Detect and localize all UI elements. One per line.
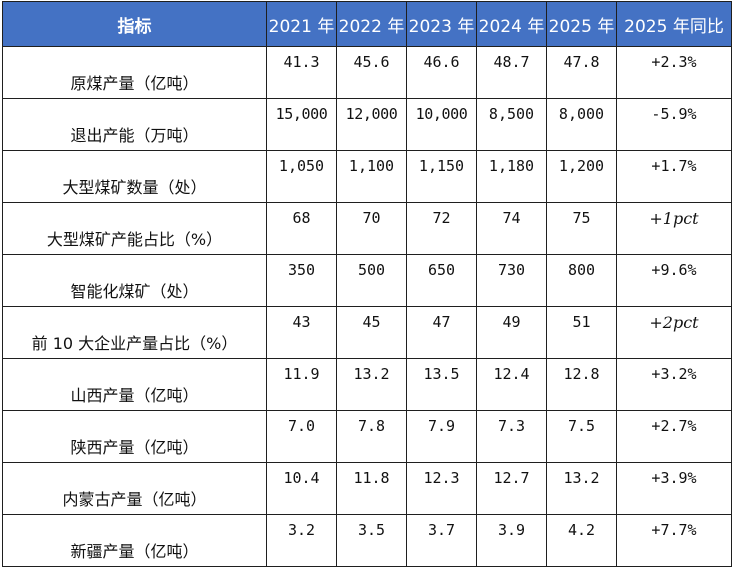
cell-2023: 12.3 <box>406 462 477 515</box>
cell-2024: 1,180 <box>476 150 547 203</box>
cell-yoy: -5.9% <box>616 98 732 151</box>
cell-yoy: +2.7% <box>616 410 732 463</box>
cell-2025: 8,000 <box>546 98 617 151</box>
cell-2021: 43 <box>266 306 337 359</box>
row-label: 大型煤矿数量（处） <box>2 150 267 203</box>
row-label: 内蒙古产量（亿吨） <box>2 462 267 515</box>
row-label: 陕西产量（亿吨） <box>2 410 267 463</box>
cell-2025: 75 <box>546 202 617 255</box>
cell-2025: 7.5 <box>546 410 617 463</box>
cell-2025: 1,200 <box>546 150 617 203</box>
cell-yoy: +2.3% <box>616 46 732 99</box>
table-row: 智能化煤矿（处） 350 500 650 730 800 +9.6% <box>2 254 732 307</box>
cell-2021: 1,050 <box>266 150 337 203</box>
row-label: 原煤产量（亿吨） <box>2 46 267 99</box>
header-2022: 2022 年 <box>336 1 407 47</box>
cell-2022: 7.8 <box>336 410 407 463</box>
row-label: 前 10 大企业产量占比（%） <box>2 306 267 359</box>
cell-2025: 800 <box>546 254 617 307</box>
row-label: 山西产量（亿吨） <box>2 358 267 411</box>
table-row: 原煤产量（亿吨） 41.3 45.6 46.6 48.7 47.8 +2.3% <box>2 46 732 99</box>
cell-2024: 730 <box>476 254 547 307</box>
cell-2022: 45 <box>336 306 407 359</box>
cell-2023: 3.7 <box>406 514 477 567</box>
cell-2021: 3.2 <box>266 514 337 567</box>
cell-2022: 12,000 <box>336 98 407 151</box>
cell-2023: 10,000 <box>406 98 477 151</box>
cell-2021: 68 <box>266 202 337 255</box>
cell-2023: 7.9 <box>406 410 477 463</box>
row-label: 智能化煤矿（处） <box>2 254 267 307</box>
table-row: 大型煤矿产能占比（%） 68 70 72 74 75 +1pct <box>2 202 732 255</box>
cell-2022: 45.6 <box>336 46 407 99</box>
row-label: 大型煤矿产能占比（%） <box>2 202 267 255</box>
table-row: 内蒙古产量（亿吨） 10.4 11.8 12.3 12.7 13.2 +3.9% <box>2 462 732 515</box>
table-row: 大型煤矿数量（处） 1,050 1,100 1,150 1,180 1,200 … <box>2 150 732 203</box>
cell-2022: 1,100 <box>336 150 407 203</box>
cell-2021: 15,000 <box>266 98 337 151</box>
cell-2024: 12.7 <box>476 462 547 515</box>
cell-yoy: +1pct <box>616 202 732 255</box>
cell-2023: 650 <box>406 254 477 307</box>
header-2025-yoy: 2025 年同比 <box>616 1 732 47</box>
table-row: 新疆产量（亿吨） 3.2 3.5 3.7 3.9 4.2 +7.7% <box>2 514 732 567</box>
table-row: 陕西产量（亿吨） 7.0 7.8 7.9 7.3 7.5 +2.7% <box>2 410 732 463</box>
header-row: 指标 2021 年 2022 年 2023 年 2024 年 2025 年 20… <box>2 1 732 47</box>
table-row: 山西产量（亿吨） 11.9 13.2 13.5 12.4 12.8 +3.2% <box>2 358 732 411</box>
cell-2021: 7.0 <box>266 410 337 463</box>
cell-2021: 350 <box>266 254 337 307</box>
header-2021: 2021 年 <box>266 1 337 47</box>
cell-2024: 8,500 <box>476 98 547 151</box>
cell-yoy: +3.2% <box>616 358 732 411</box>
cell-2022: 70 <box>336 202 407 255</box>
cell-2022: 11.8 <box>336 462 407 515</box>
cell-yoy: +9.6% <box>616 254 732 307</box>
cell-yoy: +2pct <box>616 306 732 359</box>
cell-2025: 13.2 <box>546 462 617 515</box>
header-2023: 2023 年 <box>406 1 477 47</box>
header-2025: 2025 年 <box>546 1 617 47</box>
cell-2024: 3.9 <box>476 514 547 567</box>
cell-yoy: +7.7% <box>616 514 732 567</box>
cell-2024: 12.4 <box>476 358 547 411</box>
cell-2021: 10.4 <box>266 462 337 515</box>
cell-2022: 500 <box>336 254 407 307</box>
cell-2023: 47 <box>406 306 477 359</box>
cell-2022: 3.5 <box>336 514 407 567</box>
cell-2024: 7.3 <box>476 410 547 463</box>
row-label: 退出产能（万吨） <box>2 98 267 151</box>
cell-2025: 51 <box>546 306 617 359</box>
cell-2023: 46.6 <box>406 46 477 99</box>
row-label: 新疆产量（亿吨） <box>2 514 267 567</box>
header-2024: 2024 年 <box>476 1 547 47</box>
cell-2024: 49 <box>476 306 547 359</box>
cell-2022: 13.2 <box>336 358 407 411</box>
table-row: 前 10 大企业产量占比（%） 43 45 47 49 51 +2pct <box>2 306 732 359</box>
header-indicator: 指标 <box>2 1 267 47</box>
cell-2024: 74 <box>476 202 547 255</box>
cell-2023: 72 <box>406 202 477 255</box>
cell-2025: 47.8 <box>546 46 617 99</box>
cell-2024: 48.7 <box>476 46 547 99</box>
cell-2023: 13.5 <box>406 358 477 411</box>
cell-2025: 12.8 <box>546 358 617 411</box>
table-row: 退出产能（万吨） 15,000 12,000 10,000 8,500 8,00… <box>2 98 732 151</box>
cell-yoy: +3.9% <box>616 462 732 515</box>
cell-yoy: +1.7% <box>616 150 732 203</box>
cell-2025: 4.2 <box>546 514 617 567</box>
cell-2021: 11.9 <box>266 358 337 411</box>
cell-2023: 1,150 <box>406 150 477 203</box>
cell-2021: 41.3 <box>266 46 337 99</box>
